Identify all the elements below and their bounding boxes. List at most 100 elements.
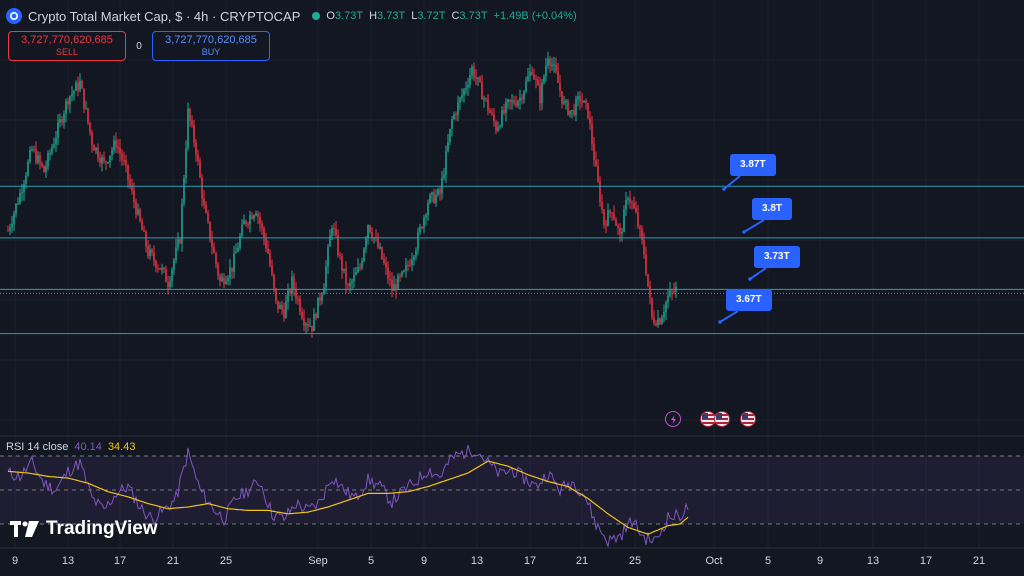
candle-body <box>181 203 183 244</box>
candle-body <box>201 177 203 199</box>
candle-body <box>383 258 385 264</box>
candle-body <box>657 318 659 326</box>
candle-body <box>661 317 663 325</box>
candle-body <box>205 205 207 213</box>
candle-body <box>119 147 121 154</box>
candle-body <box>163 267 165 270</box>
candle-body <box>137 209 139 215</box>
us-flag-event-icon[interactable] <box>714 411 730 427</box>
candle-body <box>17 203 19 205</box>
tradingview-logo[interactable]: TradingView <box>10 518 158 540</box>
label-anchor <box>722 187 726 191</box>
close-label: C <box>451 10 460 22</box>
rsi-value: 40.14 <box>74 441 102 453</box>
candle-body <box>255 213 257 216</box>
candle-body <box>131 185 133 191</box>
x-tick: 9 <box>420 555 428 567</box>
candle-body <box>493 113 495 122</box>
candle-body <box>185 148 187 179</box>
buy-button[interactable]: 3,727,770,620,685 BUY <box>152 31 270 61</box>
price-label-3-8t[interactable]: 3.8T <box>752 198 793 220</box>
candle-body <box>67 100 69 105</box>
candle-body <box>277 300 279 309</box>
candle-body <box>61 119 63 123</box>
candle-body <box>105 161 107 163</box>
candle-body <box>405 265 407 271</box>
symbol-icon[interactable] <box>6 8 22 24</box>
candle-body <box>347 284 349 286</box>
price-label-3-67t[interactable]: 3.67T <box>726 289 772 311</box>
candle-body <box>53 144 55 148</box>
candle-body <box>589 117 591 124</box>
candle-body <box>73 90 75 94</box>
candle-body <box>207 212 209 222</box>
candle-body <box>25 175 27 184</box>
candle-body <box>487 99 489 111</box>
candle-body <box>513 100 515 104</box>
candle-body <box>407 265 409 267</box>
candle-body <box>101 157 103 164</box>
candle-body <box>77 82 79 91</box>
rsi-legend[interactable]: RSI 14 close 40.14 34.43 <box>6 441 135 453</box>
candle-body <box>465 87 467 90</box>
candle-body <box>47 153 49 167</box>
rsi-ma-value: 34.43 <box>107 441 136 453</box>
candle-body <box>155 261 157 268</box>
candle-body <box>637 212 639 227</box>
candle-body <box>233 253 235 272</box>
candle-body <box>397 275 399 290</box>
candle-body <box>355 272 357 276</box>
candle-body <box>467 84 469 88</box>
candle-body <box>341 256 343 271</box>
candle-body <box>539 85 541 104</box>
label-pointer <box>743 219 765 233</box>
candle-body <box>95 147 97 151</box>
candle-body <box>235 251 237 254</box>
x-tick: Sep <box>308 555 328 567</box>
open-label: O <box>326 10 335 22</box>
candle-body <box>197 154 199 161</box>
spread-value: 0 <box>136 40 142 52</box>
x-tick: 13 <box>61 555 75 567</box>
price-label-3-73t[interactable]: 3.73T <box>754 246 800 268</box>
candle-body <box>249 215 251 225</box>
candle-body <box>109 155 111 163</box>
candle-body <box>367 225 369 239</box>
candle-body <box>581 101 583 103</box>
candle-body <box>577 96 579 99</box>
candle-body <box>71 93 73 97</box>
candle-body <box>673 291 675 293</box>
candle-body <box>251 215 253 219</box>
us-flag-event-icon[interactable] <box>740 411 756 427</box>
candle-body <box>653 317 655 324</box>
candle-body <box>103 157 105 162</box>
candle-body <box>417 232 419 251</box>
x-tick: 9 <box>816 555 824 567</box>
low-label: L <box>411 10 418 22</box>
candle-body <box>655 323 657 326</box>
candle-body <box>343 268 345 271</box>
sell-button[interactable]: 3,727,770,620,685 SELL <box>8 31 126 61</box>
flash-event-icon[interactable] <box>665 411 681 427</box>
candle-body <box>459 97 461 103</box>
candle-body <box>193 124 195 143</box>
candle-body <box>273 274 275 289</box>
candle-body <box>239 236 241 248</box>
candle-body <box>441 177 443 194</box>
candle-body <box>133 190 135 202</box>
candle-body <box>619 228 621 234</box>
symbol-title[interactable]: Crypto Total Market Cap, $ · 4h · CRYPTO… <box>28 8 301 24</box>
x-tick: 5 <box>764 555 772 567</box>
candle-body <box>667 295 669 303</box>
candle-body <box>569 110 571 115</box>
candle-body <box>93 145 95 151</box>
change-value: +1.49B (+0.04%) <box>493 10 577 22</box>
candle-body <box>517 101 519 106</box>
candle-body <box>147 246 149 257</box>
candle-body <box>591 123 593 145</box>
candle-body <box>285 301 287 318</box>
candle-body <box>659 318 661 325</box>
price-label-3-87t[interactable]: 3.87T <box>730 154 776 176</box>
candle-body <box>141 220 143 231</box>
